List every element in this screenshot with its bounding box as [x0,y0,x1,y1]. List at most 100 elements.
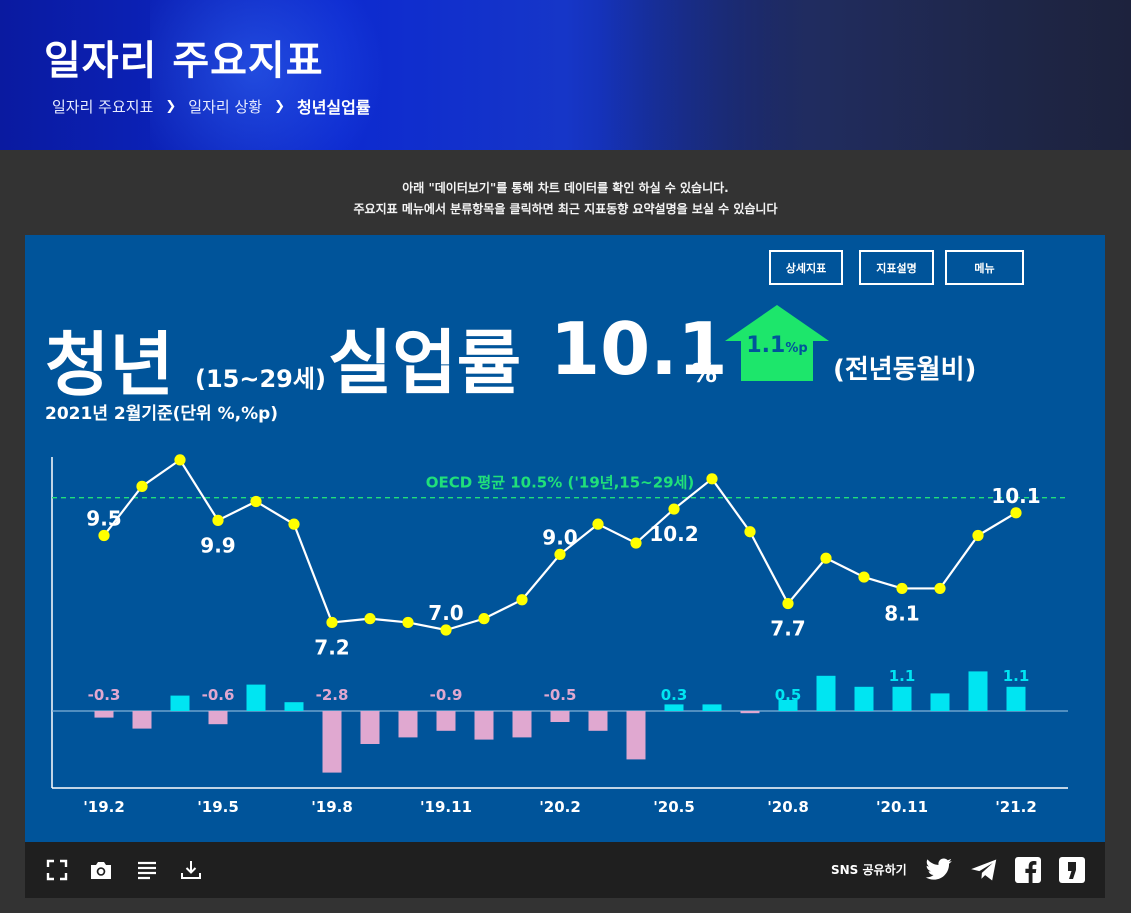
headline-word-youth: 청년 [45,324,174,406]
rate-label-15: 10.2 [649,522,698,546]
x-tick-label: '19.2 [83,798,125,816]
twitter-icon[interactable] [923,856,955,884]
headline-word-unemployment: 실업률 [328,322,522,404]
rate-point-3 [212,514,224,526]
detail-indicator-button[interactable]: 상세지표 [769,250,843,285]
x-tick-label: '20.11 [876,798,928,816]
change-bar-1 [132,711,152,729]
rate-point-18 [782,597,794,610]
change-bar-6 [322,711,342,773]
chevron-right-icon: ❯ [274,98,285,114]
rate-point-17 [744,526,756,538]
change-label-9: -0.9 [430,686,463,704]
change-bar-2 [170,695,190,711]
x-tick-label: '20.5 [653,798,695,816]
change-bar-14 [626,711,646,760]
fullscreen-icon[interactable] [43,856,71,884]
rate-point-15 [668,503,680,515]
rate-label-24: 10.1 [991,484,1040,508]
change-bar-3 [208,711,228,725]
rate-point-23 [972,529,984,542]
notice-text: 아래 "데이터보기"를 통해 차트 데이터를 확인 하실 수 있습니다. 주요지… [0,178,1131,220]
change-value-wrap: 1.1%p [725,333,829,358]
rate-point-1 [136,480,148,492]
change-label-24: 1.1 [1003,667,1030,685]
x-tick-label: '20.8 [767,798,809,816]
menu-button[interactable]: 메뉴 [945,250,1024,285]
unemployment-chart: OECD 평균 10.5% ('19년,15~29세) 9.5 9.9 7.2 7.0 9… [51,454,1068,816]
headline-value: 10.1 [550,307,728,391]
notice-line-2: 주요지표 메뉴에서 분류항목을 클릭하면 최근 지표동향 요약설명을 보실 수 … [353,202,778,216]
sns-share-label: SNS 공유하기 [831,863,907,877]
change-label-12: -0.5 [544,686,577,704]
oecd-average-label: OECD 평균 10.5% ('19년,15~29세) [426,474,695,492]
rate-point-12 [554,548,566,560]
change-bar-17 [740,711,760,714]
change-unit: %p [785,341,808,356]
rate-point-22 [934,582,946,595]
compare-label: (전년동월비) [833,355,977,385]
x-tick-label: '19.5 [197,798,239,816]
rate-label-6: 7.2 [314,635,349,659]
rate-point-14 [630,537,642,549]
x-tick-label: '21.2 [995,798,1037,816]
rate-point-13 [592,518,604,530]
breadcrumb-item-2[interactable]: 일자리 상황 [188,97,263,116]
rate-label-9: 7.0 [428,601,463,625]
rate-point-16 [706,473,718,485]
rate-label-3: 9.9 [200,533,235,557]
rate-point-24 [1010,507,1022,519]
change-bar-18 [778,700,798,711]
change-bar-11 [512,711,532,738]
change-bar-22 [930,693,950,711]
breadcrumb-item-1[interactable]: 일자리 주요지표 [52,97,154,116]
change-bar-15 [664,704,684,711]
hero-decoration [150,0,410,150]
rate-point-11 [516,594,528,606]
rate-point-4 [250,495,262,508]
rate-label-0: 9.5 [86,507,121,531]
x-tick-label: '19.11 [420,798,472,816]
change-bar-20 [854,686,874,711]
rate-point-2 [174,454,186,466]
camera-icon[interactable] [87,856,115,884]
notice-line-1: 아래 "데이터보기"를 통해 차트 데이터를 확인 하실 수 있습니다. [402,181,729,195]
rate-point-21 [896,582,908,595]
change-label-21: 1.1 [889,667,916,685]
change-label-18: 0.5 [775,686,802,704]
change-label-3: -0.6 [202,686,235,704]
facebook-icon[interactable] [1013,856,1043,884]
rate-point-10 [478,613,490,625]
change-bar-23 [968,671,988,711]
breadcrumb-item-current: 청년실업률 [296,98,371,117]
list-icon[interactable] [133,856,161,884]
x-tick-label: '20.2 [539,798,581,816]
up-arrow-icon [725,305,829,381]
change-arrow: 1.1%p [725,305,829,381]
rate-label-21: 8.1 [884,601,919,625]
download-icon[interactable] [177,856,205,884]
change-bar-24 [1006,686,1026,711]
change-bar-0 [94,711,114,718]
kakaostory-icon[interactable] [1057,856,1087,884]
rate-point-8 [402,616,414,629]
rate-point-6 [326,616,338,629]
change-bar-7 [360,711,380,744]
change-label-0: -0.3 [88,686,121,704]
rate-label-18: 7.7 [770,617,805,641]
change-bar-5 [284,702,304,711]
rate-label-12: 9.0 [542,525,577,549]
indicator-description-button[interactable]: 지표설명 [859,250,934,285]
rate-point-0 [98,529,110,542]
headline-unit: % [691,359,718,389]
basis-label: 2021년 2월기준(단위 %,%p) [45,404,279,424]
change-value: 1.1 [746,333,786,358]
change-bar-4 [246,684,266,711]
change-bar-13 [588,711,608,731]
change-bar-9 [436,711,456,731]
chart-toolbar: SNS 공유하기 [25,842,1105,898]
rate-point-7 [364,613,376,625]
change-bar-10 [474,711,494,740]
breadcrumb: 일자리 주요지표 ❯ 일자리 상황 ❯ 청년실업률 [52,94,371,118]
telegram-icon[interactable] [968,856,1000,884]
